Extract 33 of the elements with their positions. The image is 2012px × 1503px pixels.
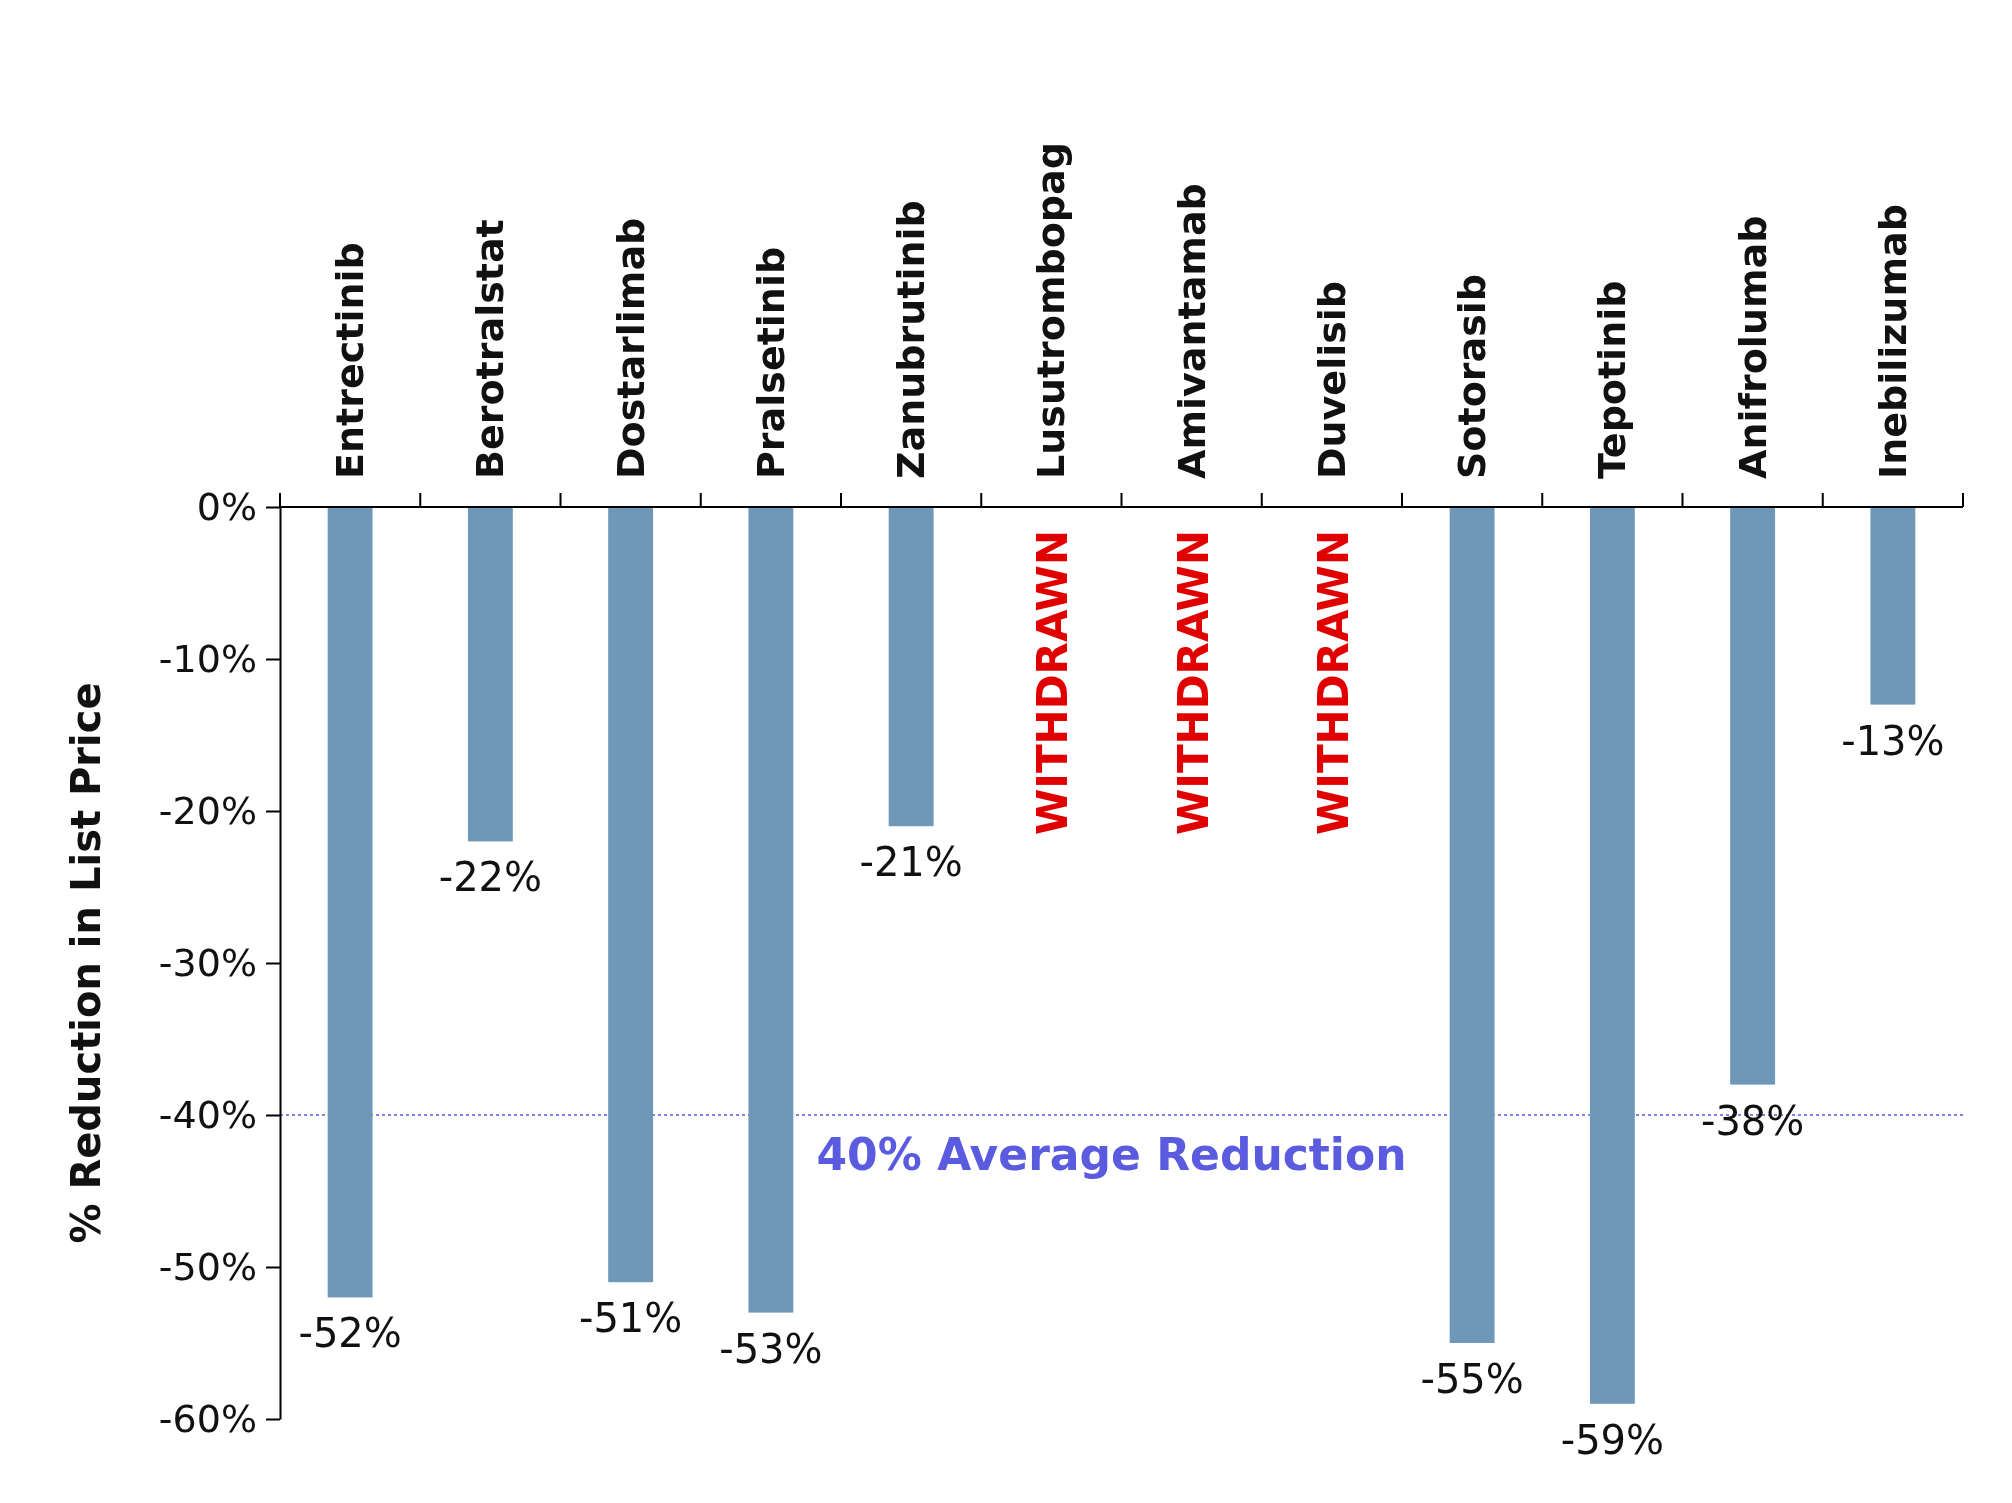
data-label: -21%	[859, 839, 963, 886]
x-tick-label: Inebilizumab	[1870, 204, 1915, 479]
y-tick-label: -40%	[158, 1092, 257, 1137]
y-tick-label: -50%	[158, 1244, 257, 1289]
x-tick-label: Sotorasib	[1450, 274, 1495, 479]
y-tick-label: -20%	[158, 788, 257, 833]
data-label: -51%	[578, 1295, 683, 1342]
x-tick-label: Entrectinib	[328, 242, 373, 479]
y-tick-label: 0%	[196, 484, 257, 529]
data-label: -59%	[1560, 1416, 1665, 1463]
data-label: -13%	[1841, 717, 1945, 764]
data-label: -52%	[298, 1310, 402, 1357]
y-axis-title: % Reduction in List Price	[63, 682, 109, 1244]
x-tick-label: Anifrolumab	[1730, 215, 1775, 479]
data-label: -55%	[1420, 1356, 1524, 1402]
x-tick-label: Dostarlimab	[608, 217, 653, 479]
x-tick-label: Berotralstat	[468, 219, 513, 479]
y-tick-label: -60%	[158, 1396, 257, 1441]
x-tick-label: Duvelisib	[1309, 280, 1354, 479]
x-tick-label: Tepotinib	[1590, 280, 1635, 479]
x-tick-label: Pralsetinib	[748, 246, 793, 479]
data-label: -38%	[1700, 1097, 1805, 1144]
y-tick-label: -30%	[158, 940, 257, 985]
annotation: WITHDRAWN	[1028, 529, 1078, 835]
annotation: WITHDRAWN	[1168, 529, 1218, 835]
ref-line-label: 40% Average Reduction	[816, 1129, 1407, 1180]
x-tick-label: Lusutrombopag	[1029, 142, 1074, 479]
data-label: -22%	[438, 854, 543, 901]
data-label: -53%	[719, 1325, 823, 1372]
annotation: WITHDRAWN	[1308, 529, 1358, 835]
x-tick-label: Amivantamab	[1169, 183, 1214, 479]
y-tick-label: -10%	[158, 636, 257, 681]
x-tick-label: Zanubrutinib	[889, 200, 934, 479]
